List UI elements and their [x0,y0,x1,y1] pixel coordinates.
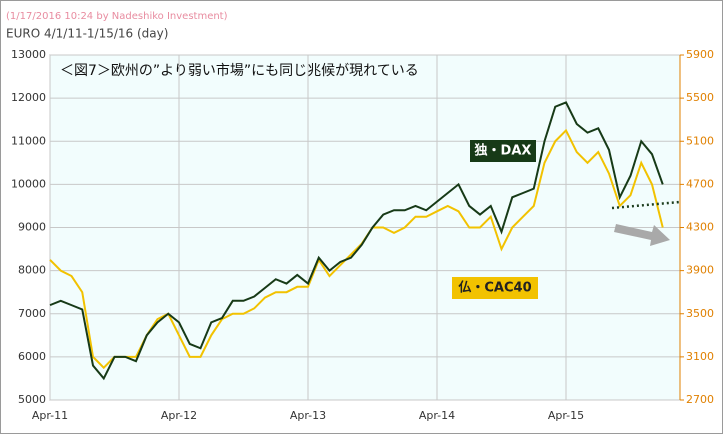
legend-label: 独・DAX [475,143,532,159]
y-tick-label: 11000 [11,134,46,147]
legend-box [470,140,536,162]
y2-tick-label: 3500 [686,307,714,320]
y-tick-label: 8000 [18,264,46,277]
legend-box [452,277,538,299]
x-tick-label: Apr-13 [290,409,326,422]
y-tick-label: 7000 [18,307,46,320]
chart-title: ＜図7＞欧州の”より弱い市場”にも同じ兆候が現れている [60,62,419,79]
y-tick-label: 13000 [11,48,46,61]
legend-label: 仏・CAC40 [458,281,531,296]
y-tick-label: 6000 [18,350,46,363]
y2-tick-label: 5500 [686,91,714,104]
y2-tick-label: 5100 [686,134,714,147]
series-line [49,101,664,381]
subtitle: EURO 4/1/11-1/15/16 (day) [6,27,168,41]
y2-tick-label: 3900 [686,264,714,277]
x-tick-label: Apr-15 [548,409,584,422]
y-tick-label: 12000 [11,91,46,104]
y2-tick-label: 5900 [686,48,714,61]
y-tick-label: 9000 [18,221,46,234]
y2-tick-label: 3100 [686,350,714,363]
series-line [49,128,664,370]
y-tick-label: 10000 [11,177,46,190]
y-tick-label: 5000 [18,393,46,406]
y2-tick-label: 4300 [686,221,714,234]
x-tick-label: Apr-14 [419,409,455,422]
trend-line [611,200,681,210]
arrow [614,224,670,246]
x-tick-label: Apr-12 [161,409,197,422]
x-tick-label: Apr-11 [32,409,68,422]
y2-tick-label: 2700 [686,393,714,406]
header: (1/17/2016 10:24 by Nadeshiko Investment… [6,11,228,22]
series-group: 5000 6000 7000 8000 9000 10000 11000 12000 13000… [11,48,714,422]
y2-tick-label: 4700 [686,177,714,190]
